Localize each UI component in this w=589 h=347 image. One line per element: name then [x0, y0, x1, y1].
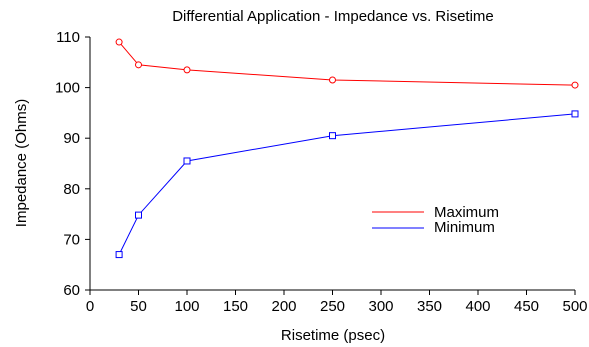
data-point-minimum	[329, 132, 336, 140]
y-axis-label: Impedance (Ohms)	[13, 99, 30, 227]
x-tick-label: 200	[271, 298, 296, 315]
legend-label-maximum: Maximum	[434, 204, 499, 221]
legend: Maximum Minimum	[372, 204, 499, 236]
data-point-minimum	[571, 110, 579, 118]
x-tick-label: 500	[562, 298, 587, 315]
x-tick-label: 100	[174, 298, 199, 315]
y-tick-label: 100	[55, 80, 80, 97]
x-ticks: 0 50 100 150 200 250 300 350 400 450 500	[86, 290, 588, 315]
data-point-minimum	[135, 211, 142, 219]
data-point-minimum	[183, 157, 191, 165]
y-tick-label: 70	[63, 231, 80, 248]
data-point-maximum	[135, 61, 142, 69]
legend-label-minimum: Minimum	[434, 219, 495, 236]
data-point-maximum	[183, 66, 191, 74]
x-tick-label: 0	[86, 298, 94, 315]
x-tick-label: 350	[417, 298, 442, 315]
x-axis-label: Risetime (psec)	[281, 327, 385, 344]
series-line-minimum	[118, 113, 576, 255]
chart-title: Differential Application - Impedance vs.…	[172, 8, 494, 25]
x-tick-label: 400	[465, 298, 490, 315]
x-tick-label: 50	[130, 298, 147, 315]
plot-area	[89, 37, 575, 291]
y-tick-label: 110	[56, 29, 80, 46]
x-tick-label: 250	[320, 298, 345, 315]
y-tick-label: 80	[63, 181, 80, 198]
y-ticks: 60 70 80 90 100 110	[55, 29, 90, 299]
data-point-maximum	[571, 81, 579, 89]
data-point-maximum	[115, 38, 123, 46]
series-layer	[115, 38, 579, 259]
x-tick-label: 300	[368, 298, 393, 315]
y-tick-label: 60	[63, 282, 80, 299]
x-tick-label: 450	[514, 298, 539, 315]
data-point-maximum	[329, 76, 336, 84]
data-point-minimum	[115, 251, 123, 259]
x-tick-label: 150	[223, 298, 248, 315]
series-line-maximum	[118, 41, 576, 86]
y-tick-label: 90	[63, 130, 80, 147]
